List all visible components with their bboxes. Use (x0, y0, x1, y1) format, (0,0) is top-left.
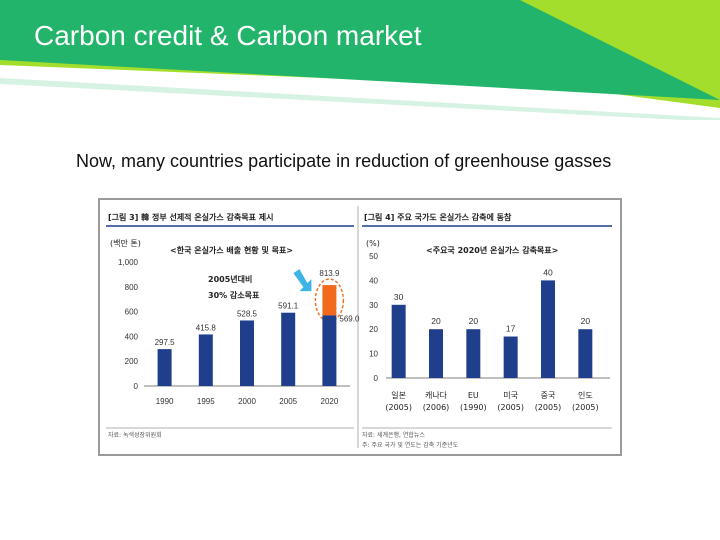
chart2-bar (391, 304, 406, 378)
chart2-x-tick-year: (2006) (423, 403, 450, 412)
chart2-x-tick-year: (2005) (497, 403, 524, 412)
chart1-y-tick-label: 200 (125, 357, 139, 366)
banner-dark-shape (0, 0, 720, 100)
chart2-y-tick-label: 10 (369, 350, 378, 359)
chart2-x-tick-label: 인도 (578, 390, 593, 400)
chart2-y-tick-label: 50 (369, 252, 378, 261)
chart1-value-label: 297.5 (155, 338, 176, 347)
chart2-note: 주: 주요 국가 및 연도는 감축 기준년도 (362, 441, 459, 449)
chart1-annotation-line2: 30% 감소목표 (208, 290, 260, 300)
chart2-x-tick-label: 미국 (503, 391, 518, 400)
chart1-x-tick-label: 1990 (156, 397, 174, 406)
slide-title: Carbon credit & Carbon market (34, 20, 422, 51)
chart2-x-tick-label: EU (468, 391, 479, 400)
chart2-x-tick-year: (2005) (385, 403, 412, 412)
chart2-x-tick-year: (2005) (572, 403, 599, 412)
chart1-value-label: 591.1 (278, 302, 299, 311)
chart2-x-tick-label: 일본 (391, 391, 406, 400)
chart1-y-tick-label: 400 (125, 332, 139, 341)
chart2-y-tick-label: 20 (369, 325, 378, 334)
chart2-y-tick-label: 30 (369, 301, 378, 310)
chart1-subtitle: <한국 온실가스 배출 현황 및 목표> (170, 245, 293, 255)
figure-panel: [그림 3] 韓 정부 선제적 온실가스 감축목표 제시 <한국 온실가스 배출… (98, 198, 622, 456)
chart2-ylabel: (%) (366, 239, 380, 248)
chart2-subtitle: <주요국 2020년 온실가스 감축목표> (426, 245, 558, 255)
chart1-arrow-icon (293, 269, 312, 292)
chart1-target-bar (322, 285, 337, 316)
chart1-plot: 1,0008006004002000297.51990415.81995528.… (118, 258, 360, 406)
chart1-ylabel: (백만 톤) (110, 238, 141, 248)
chart2-plot: 50 40 30 20 10 0 30 일본 (2005) 20 캐나다 (2006) 20 EU (199… (369, 252, 610, 412)
chart2-value-label: 20 (431, 316, 441, 326)
chart2-bar (578, 329, 593, 378)
chart2-value-label: 20 (469, 316, 479, 326)
chart2-x-tick-label: 중국 (541, 391, 556, 400)
chart2-x-tick-year: (1990) (460, 403, 487, 412)
chart1-bar (240, 320, 254, 386)
chart1-y-tick-label: 800 (125, 283, 139, 292)
chart2-source: 자료: 세계은행, 연합뉴스 (362, 431, 425, 439)
figure-svg: [그림 3] 韓 정부 선제적 온실가스 감축목표 제시 <한국 온실가스 배출… (106, 206, 612, 449)
chart2-y-tick-label: 0 (374, 374, 379, 383)
banner-lower-stripe (0, 78, 720, 120)
chart2-y-tick-label: 40 (369, 276, 378, 285)
slide-subtitle: Now, many countries participate in reduc… (76, 151, 612, 171)
chart2-value-label: 40 (543, 267, 553, 277)
chart2-bar (429, 329, 443, 378)
chart2-value-label: 20 (581, 316, 591, 326)
chart2-value-label: 30 (394, 292, 404, 302)
chart1-value-label: 415.8 (196, 323, 217, 332)
title-banner (0, 0, 720, 120)
chart1-value-label: 528.5 (237, 309, 258, 318)
chart1-bar (281, 312, 296, 386)
chart2-title: [그림 4] 주요 국가도 온실가스 감축에 동참 (364, 212, 512, 222)
chart2-x-tick-label: 캐나다 (425, 391, 448, 400)
chart1-y-tick-label: 600 (125, 308, 139, 317)
chart1-y-tick-label: 1,000 (118, 258, 139, 267)
chart2-bar (503, 336, 518, 378)
chart1-x-tick-label: 2020 (321, 397, 339, 406)
chart1-bar (322, 315, 337, 386)
chart1-y-tick-label: 0 (134, 382, 139, 391)
chart2-bar (466, 329, 481, 378)
chart1-annotation-line1: 2005년대비 (208, 274, 252, 284)
chart1-value-label: 569.0 (339, 314, 360, 323)
chart1-x-tick-label: 1995 (197, 397, 215, 406)
chart2-value-label: 17 (506, 324, 516, 334)
chart1-x-tick-label: 2005 (279, 397, 297, 406)
chart1-target-label: 813.9 (319, 269, 340, 278)
chart2-bar (541, 280, 555, 378)
chart1-bar (157, 349, 172, 386)
chart1-x-tick-label: 2000 (238, 397, 256, 406)
chart1-source: 자료: 녹색성장위원회 (108, 431, 162, 439)
chart1-bar (198, 334, 213, 386)
chart2-x-tick-year: (2005) (535, 403, 562, 412)
chart1-title: [그림 3] 韓 정부 선제적 온실가스 감축목표 제시 (108, 212, 274, 222)
